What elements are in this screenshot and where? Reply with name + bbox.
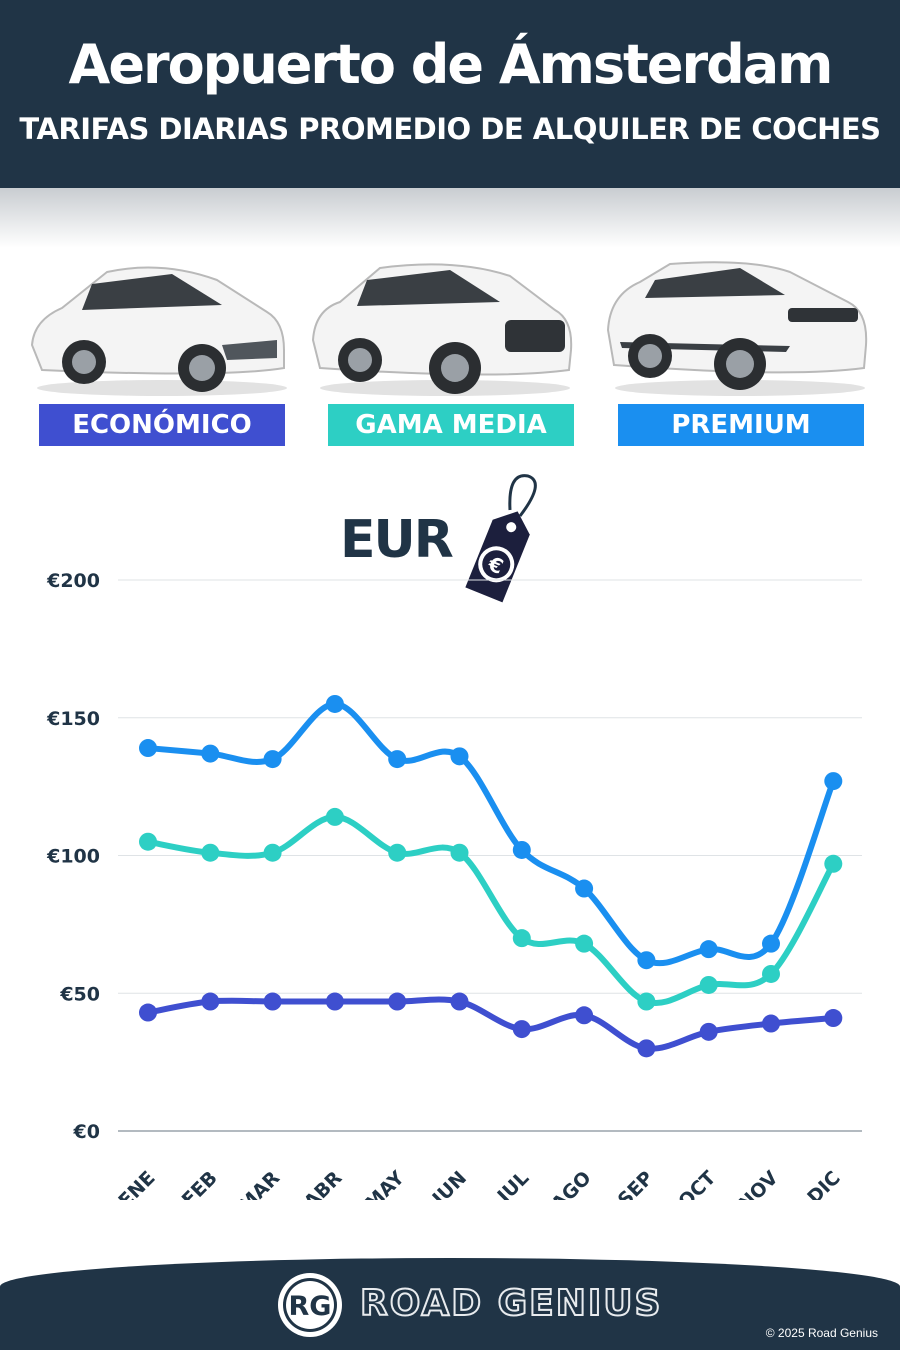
copyright-text: © 2025 Road Genius [765,1326,878,1340]
y-tick-label: €200 [46,570,100,592]
data-point [139,739,157,758]
data-point [201,992,220,1011]
premium-car-image [606,261,868,396]
data-point [139,1003,157,1022]
x-tick-label: JUL [492,1167,533,1200]
data-point [575,934,594,953]
data-point [762,1014,780,1033]
midsize-car-image [311,263,573,396]
brand-name: ROAD GENIUS [359,1282,663,1325]
footer-banner [0,1258,900,1350]
data-point [637,951,656,970]
line-chart: €0 €50 €100 €150 €200 ENE FEB MAR ABR MAY JUN JUL AG… [46,570,862,1200]
x-tick-label: OCT [674,1167,720,1200]
page-title: Aeropuerto de Ámsterdam [68,33,834,96]
data-point [575,1006,594,1025]
data-point [762,934,780,953]
logo-badge-text: RG [289,1291,332,1322]
series-line [145,700,837,967]
data-point [263,992,282,1011]
data-point [139,832,157,851]
x-tick-label: MAY [361,1167,409,1200]
y-tick-label: €100 [46,846,100,868]
data-point [824,854,843,873]
data-point [512,1020,531,1039]
x-tick-label: FEB [178,1167,222,1200]
page-subtitle: TARIFAS DIARIAS PROMEDIO DE ALQUILER DE … [19,112,881,146]
header-shadow [0,188,900,248]
data-point [824,1009,843,1028]
header-banner: Aeropuerto de Ámsterdam TARIFAS DIARIAS … [0,0,900,188]
x-tick-label: ENE [114,1167,159,1200]
data-point [575,879,594,898]
data-point [325,694,344,713]
data-point [699,1022,718,1041]
data-point [450,992,469,1011]
currency-label: EUR [340,510,454,570]
x-tick-label: DIC [803,1167,845,1200]
data-point [388,750,407,769]
y-tick-label: €150 [46,708,100,730]
road-genius-logo: RG [278,1273,342,1337]
economy-car-image [30,266,287,396]
data-point [325,992,344,1011]
x-tick-label: SEP [614,1167,658,1200]
x-tick-label: MAR [234,1167,284,1200]
data-point [699,940,718,959]
data-point [512,840,531,859]
data-point [637,992,656,1011]
data-point [699,975,718,994]
legend-premium: PREMIUM [618,404,864,446]
x-tick-label: ABR [300,1167,347,1200]
data-point [512,929,531,948]
data-point [201,843,220,862]
y-tick-label: €0 [73,1121,100,1143]
series-line [145,996,837,1052]
data-point [824,772,843,791]
x-tick-label: AGO [547,1167,595,1200]
data-point [201,744,220,763]
data-point [388,992,407,1011]
data-point [450,747,469,766]
legend-midsize: GAMA MEDIA [328,404,574,446]
x-tick-label: JUN [427,1167,471,1200]
data-point [450,843,469,862]
data-point [263,843,282,862]
data-point [325,807,344,826]
data-point [762,964,780,983]
x-tick-label: NOV [734,1167,782,1200]
series-line [145,813,837,1006]
data-point [263,750,282,769]
y-tick-label: €50 [59,983,100,1005]
legend-economy: ECONÓMICO [39,404,285,446]
data-point [637,1039,656,1058]
data-point [388,843,407,862]
